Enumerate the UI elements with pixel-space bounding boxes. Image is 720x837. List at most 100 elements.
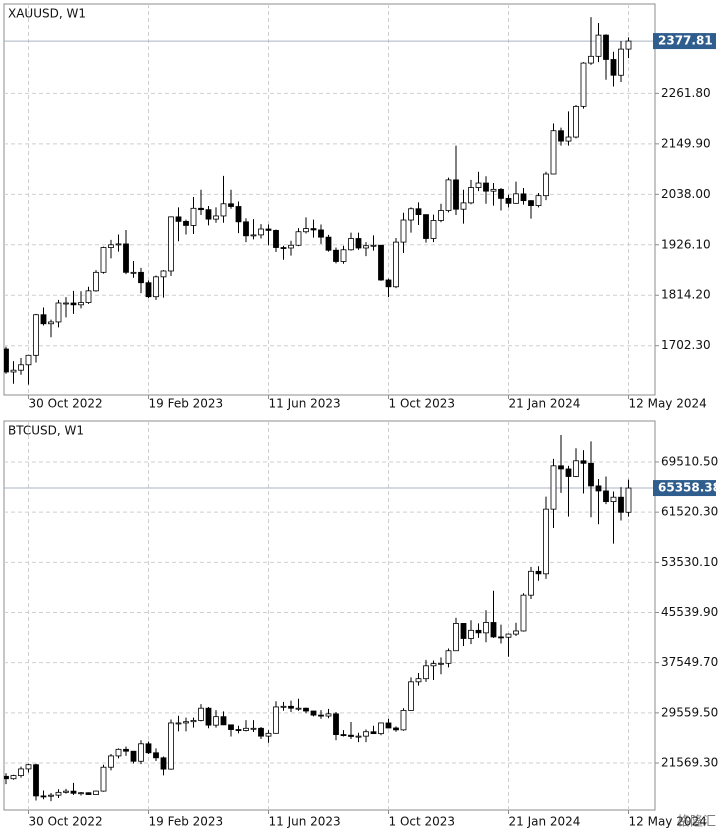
candle-body <box>168 216 174 272</box>
panel-frame <box>3 420 656 811</box>
candle-body <box>520 193 527 202</box>
candle-body <box>445 650 452 664</box>
candle-body <box>25 354 32 366</box>
candle-body <box>370 731 377 735</box>
candle-body <box>265 732 272 737</box>
candle-body <box>33 314 39 356</box>
candle-body <box>475 629 482 634</box>
candle-body <box>453 623 459 652</box>
x-tick-label: 19 Feb 2023 <box>149 815 224 829</box>
candle-body <box>130 750 137 762</box>
candle-body <box>348 734 354 737</box>
y-tick-label: 2261.80 <box>661 86 711 100</box>
candle-body <box>415 678 422 683</box>
candle-body <box>363 245 369 249</box>
candle-body <box>505 633 512 638</box>
x-tick-label: 12 May 2024 <box>629 397 707 411</box>
candle-body <box>490 188 497 192</box>
candle-body <box>175 216 182 222</box>
candle-body <box>198 207 204 211</box>
candle-body <box>273 229 279 248</box>
candle-body <box>250 727 257 730</box>
candle-body <box>115 243 122 246</box>
candle-body <box>325 713 332 717</box>
candle-body <box>160 270 167 278</box>
candle-body <box>40 314 47 325</box>
candle-body <box>63 790 69 793</box>
y-tick-label: 1814.20 <box>661 288 711 302</box>
candle-body <box>190 207 197 226</box>
candle-body <box>588 55 594 64</box>
y-tick-label: 69510.50 <box>661 454 718 468</box>
candle-body <box>220 716 227 726</box>
candle-body <box>483 622 489 634</box>
x-tick-label: 11 Jun 2023 <box>269 815 341 829</box>
candle-body <box>528 200 534 206</box>
candle-body <box>438 210 444 221</box>
candle-body <box>408 681 414 711</box>
candle-body <box>415 208 422 216</box>
candle-body <box>535 195 542 206</box>
candle-body <box>108 755 114 768</box>
candle-body <box>513 193 519 204</box>
candle-body <box>220 203 227 217</box>
candle-body <box>175 722 182 725</box>
candle-body <box>310 228 317 231</box>
candle-body <box>333 713 339 735</box>
last-price-box <box>653 480 716 497</box>
candle-body <box>190 720 197 723</box>
candle-body <box>10 775 17 780</box>
candle-body <box>55 791 62 796</box>
candle-body <box>468 187 474 204</box>
candle-body <box>303 707 309 712</box>
candle-body <box>70 302 77 306</box>
candle-body <box>438 662 444 665</box>
candle-body <box>25 764 32 770</box>
candle-body <box>123 748 129 752</box>
panel-title: BTCUSD, W1 <box>8 424 84 438</box>
candle-body <box>498 636 504 639</box>
candle-body <box>520 594 527 632</box>
candle-body <box>205 209 212 220</box>
x-tick-label: 12 May 2024 <box>629 815 707 829</box>
candle-body <box>93 790 99 795</box>
candle-body <box>370 244 377 247</box>
candle-body <box>198 707 204 721</box>
candle-body <box>580 62 587 107</box>
y-tick-label: 37549.70 <box>661 655 718 669</box>
candle-body <box>153 276 159 298</box>
candle-body <box>183 220 189 226</box>
candle-body <box>288 705 294 709</box>
candle-body <box>108 244 114 248</box>
candle-body <box>610 496 617 503</box>
candle-body <box>243 727 249 731</box>
candle-body <box>603 490 609 503</box>
candle-body <box>348 238 354 251</box>
candle-body <box>115 748 122 757</box>
candle-body <box>595 485 602 492</box>
candle-body <box>160 757 167 770</box>
watermark: 格隆汇 <box>677 814 716 830</box>
x-tick-label: 1 Oct 2023 <box>389 397 456 411</box>
x-tick-label: 21 Jan 2024 <box>509 397 581 411</box>
panel-title: XAUUSD, W1 <box>8 7 86 21</box>
candle-body <box>85 792 92 795</box>
x-tick-label: 30 Oct 2022 <box>29 815 103 829</box>
candle-body <box>468 629 474 639</box>
candle-body <box>235 729 242 731</box>
candle-body <box>565 468 572 477</box>
candle-body <box>378 244 384 281</box>
candle-body <box>423 665 429 680</box>
candle-body <box>475 182 482 188</box>
candle-body <box>273 706 279 734</box>
candle-body <box>355 735 362 738</box>
candle-body <box>595 34 602 57</box>
candle-body <box>18 768 24 776</box>
candle-body <box>460 623 467 639</box>
candle-body <box>588 462 594 487</box>
candle-body <box>333 249 339 262</box>
candle-body <box>355 238 362 249</box>
candle-body <box>618 496 624 513</box>
candle-body <box>85 290 92 303</box>
last-price-label: 65358.38 <box>658 481 720 495</box>
